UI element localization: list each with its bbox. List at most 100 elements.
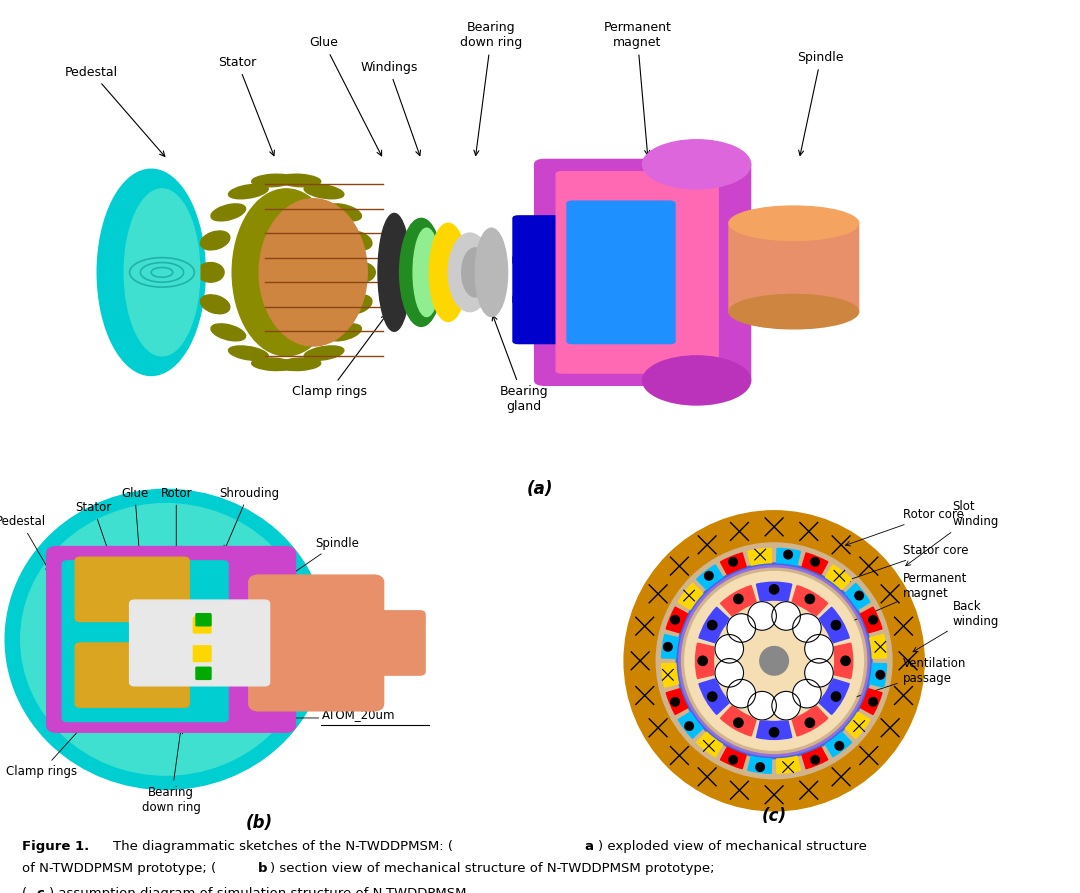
Wedge shape [662,663,678,687]
FancyBboxPatch shape [193,646,211,662]
Ellipse shape [475,229,508,316]
FancyBboxPatch shape [535,160,751,386]
Wedge shape [747,756,771,773]
Circle shape [707,692,717,701]
Wedge shape [756,720,792,739]
Wedge shape [720,553,746,574]
Text: Pedestal: Pedestal [65,66,165,156]
Circle shape [772,602,800,630]
Circle shape [657,543,892,779]
Ellipse shape [643,140,751,189]
FancyBboxPatch shape [513,216,567,265]
Ellipse shape [643,355,751,405]
Text: Permanent
magnet: Permanent magnet [813,572,967,638]
Text: Shrouding: Shrouding [219,487,279,550]
Text: c: c [36,887,44,893]
Text: (c): (c) [761,807,786,825]
Ellipse shape [729,295,859,329]
Wedge shape [777,756,800,773]
Ellipse shape [229,346,268,361]
Wedge shape [869,635,887,658]
Ellipse shape [201,295,230,313]
Ellipse shape [124,189,200,355]
Text: Rotor core: Rotor core [846,508,963,546]
Circle shape [769,728,779,737]
Text: Clamp rings: Clamp rings [5,717,91,778]
Wedge shape [699,679,730,714]
Text: (: ( [22,887,27,893]
Ellipse shape [414,229,441,316]
FancyBboxPatch shape [556,171,718,373]
FancyBboxPatch shape [195,667,211,680]
Wedge shape [678,712,703,739]
Ellipse shape [211,204,245,221]
Circle shape [747,602,777,630]
Circle shape [685,722,693,730]
Wedge shape [846,712,870,739]
Circle shape [733,595,743,604]
FancyBboxPatch shape [567,201,675,344]
Ellipse shape [305,184,343,199]
Text: ATOM_20um: ATOM_20um [322,708,395,721]
Text: Bearing gland: Bearing gland [294,594,378,623]
FancyBboxPatch shape [130,600,270,686]
Ellipse shape [197,263,225,282]
Circle shape [698,656,707,665]
Wedge shape [696,643,715,679]
Text: Spindle: Spindle [797,51,845,155]
FancyBboxPatch shape [513,295,567,344]
Wedge shape [861,689,882,714]
Ellipse shape [729,206,859,240]
Wedge shape [678,583,703,610]
FancyBboxPatch shape [513,255,567,305]
Circle shape [784,550,793,559]
Circle shape [805,658,834,687]
Text: ) section view of mechanical structure of N-TWDDPMSM prototype;: ) section view of mechanical structure o… [270,862,715,875]
Wedge shape [802,553,827,574]
Ellipse shape [462,247,488,296]
Text: Pedestal: Pedestal [0,515,50,572]
Circle shape [756,763,765,772]
FancyBboxPatch shape [729,219,859,317]
Circle shape [671,697,679,706]
Wedge shape [861,607,882,633]
Text: Back
winding: Back winding [913,600,999,652]
Ellipse shape [327,204,362,221]
Text: Permanent
magnet: Permanent magnet [604,21,671,155]
Wedge shape [720,747,746,769]
Ellipse shape [232,189,340,355]
Wedge shape [792,586,827,616]
Wedge shape [834,643,853,679]
Circle shape [832,621,840,630]
Text: b: b [258,862,268,875]
Ellipse shape [21,504,311,775]
Circle shape [876,671,885,679]
Text: of N-TWDDPMSM prototype; (: of N-TWDDPMSM prototype; ( [22,862,216,875]
Text: Bearing
gland: Bearing gland [492,315,549,413]
Ellipse shape [448,233,491,312]
FancyBboxPatch shape [248,575,383,711]
Wedge shape [825,565,851,589]
Text: Slot
winding: Slot winding [906,500,999,566]
FancyBboxPatch shape [342,611,426,675]
Circle shape [685,572,863,750]
Circle shape [835,741,843,750]
Circle shape [704,572,713,580]
Wedge shape [720,705,756,736]
Text: Clamp rings: Clamp rings [292,315,387,398]
Circle shape [729,557,738,566]
Circle shape [811,755,820,764]
Wedge shape [666,689,688,714]
Circle shape [855,591,863,600]
Ellipse shape [348,263,376,282]
Text: 8256: 8256 [322,672,351,685]
Wedge shape [792,705,827,736]
Circle shape [733,718,743,727]
Text: Rotor: Rotor [161,487,192,557]
Circle shape [769,585,779,594]
Text: Stator: Stator [76,501,113,564]
Ellipse shape [342,231,372,250]
Text: Figure 1.: Figure 1. [22,839,89,853]
Ellipse shape [327,324,362,341]
FancyBboxPatch shape [46,547,296,732]
